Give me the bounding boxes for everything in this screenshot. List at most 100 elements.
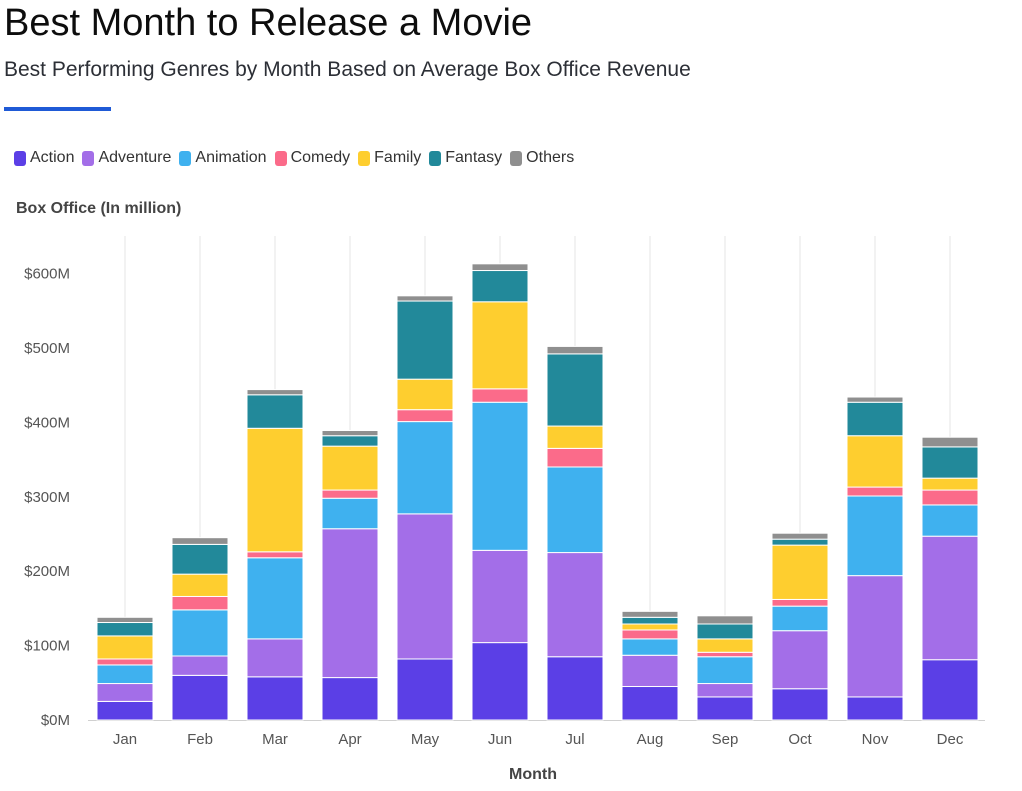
bar-fantasy-may bbox=[396, 300, 454, 380]
y-tick-label: $400M bbox=[24, 414, 70, 431]
bar-others-nov bbox=[846, 396, 904, 403]
x-tick-label: Aug bbox=[637, 731, 664, 748]
legend-swatch bbox=[510, 150, 523, 166]
bar-animation-may bbox=[396, 421, 454, 515]
bar-others-jun bbox=[471, 263, 529, 272]
legend-item-adventure[interactable]: Adventure bbox=[82, 149, 171, 167]
page-subtitle: Best Performing Genres by Month Based on… bbox=[4, 58, 691, 81]
bar-others-dec bbox=[921, 436, 979, 448]
x-tick-label: Jun bbox=[488, 731, 512, 748]
bar-adventure-sep bbox=[696, 683, 754, 698]
bar-others-jul bbox=[546, 345, 604, 355]
bar-comedy-dec bbox=[921, 489, 979, 506]
legend-label: Comedy bbox=[290, 149, 351, 166]
legend-item-fantasy[interactable]: Fantasy bbox=[429, 149, 502, 167]
bar-adventure-jul bbox=[546, 552, 604, 658]
bar-fantasy-dec bbox=[921, 446, 979, 479]
legend-label: Family bbox=[374, 149, 422, 166]
bar-comedy-nov bbox=[846, 486, 904, 497]
bar-others-oct bbox=[771, 532, 829, 540]
bar-comedy-jul bbox=[546, 447, 604, 468]
legend-item-others[interactable]: Others bbox=[510, 149, 574, 167]
x-tick-label: Mar bbox=[262, 731, 288, 748]
bar-family-nov bbox=[846, 435, 904, 488]
bar-animation-aug bbox=[621, 638, 679, 656]
bar-action-may bbox=[396, 658, 454, 721]
bar-others-aug bbox=[621, 610, 679, 618]
bar-fantasy-jan bbox=[96, 622, 154, 637]
bar-fantasy-mar bbox=[246, 394, 304, 429]
bar-others-sep bbox=[696, 615, 754, 625]
bar-comedy-may bbox=[396, 409, 454, 423]
legend-label: Adventure bbox=[98, 149, 172, 166]
bar-animation-dec bbox=[921, 504, 979, 537]
bar-others-jan bbox=[96, 616, 154, 624]
bar-others-may bbox=[396, 295, 454, 302]
legend-label: Fantasy bbox=[445, 149, 503, 166]
bar-action-jul bbox=[546, 656, 604, 721]
bar-action-jan bbox=[96, 700, 154, 721]
bar-family-mar bbox=[246, 427, 304, 553]
y-tick-label: $100M bbox=[24, 638, 70, 655]
y-tick-label: $200M bbox=[24, 563, 70, 580]
title-accent-bar bbox=[4, 107, 111, 111]
bar-comedy-oct bbox=[771, 598, 829, 607]
bar-family-may bbox=[396, 378, 454, 411]
bar-family-jan bbox=[96, 635, 154, 660]
bar-family-sep bbox=[696, 638, 754, 653]
y-tick-label: $600M bbox=[24, 266, 70, 283]
legend-swatch bbox=[14, 150, 26, 166]
legend-label: Others bbox=[526, 149, 575, 166]
y-tick-label: $300M bbox=[24, 489, 70, 506]
bar-fantasy-aug bbox=[621, 616, 679, 625]
bar-adventure-apr bbox=[321, 528, 379, 679]
bar-action-sep bbox=[696, 696, 754, 721]
legend-swatch bbox=[82, 150, 95, 166]
legend-item-animation[interactable]: Animation bbox=[179, 149, 267, 167]
bar-adventure-may bbox=[396, 513, 454, 660]
bar-animation-oct bbox=[771, 605, 829, 632]
bar-family-jun bbox=[471, 301, 529, 390]
x-tick-label: Apr bbox=[338, 731, 361, 748]
bar-action-apr bbox=[321, 677, 379, 721]
bar-fantasy-feb bbox=[171, 543, 229, 575]
legend-swatch bbox=[358, 150, 371, 166]
bar-action-nov bbox=[846, 696, 904, 721]
bar-family-apr bbox=[321, 445, 379, 491]
y-axis-title: Box Office (In million) bbox=[16, 200, 182, 217]
y-tick-label: $0M bbox=[41, 712, 70, 729]
bar-fantasy-jul bbox=[546, 353, 604, 427]
bar-action-jun bbox=[471, 642, 529, 721]
legend-item-action[interactable]: Action bbox=[14, 149, 74, 167]
bar-fantasy-oct bbox=[771, 538, 829, 546]
bar-adventure-nov bbox=[846, 575, 904, 698]
bar-animation-feb bbox=[171, 609, 229, 657]
bar-animation-jan bbox=[96, 664, 154, 685]
bar-comedy-mar bbox=[246, 551, 304, 559]
legend-swatch bbox=[179, 150, 192, 166]
x-tick-label: Nov bbox=[862, 731, 889, 748]
bar-adventure-jan bbox=[96, 683, 154, 702]
bar-animation-nov bbox=[846, 495, 904, 577]
legend-swatch bbox=[274, 150, 287, 166]
x-tick-label: Jul bbox=[565, 731, 584, 748]
bar-family-aug bbox=[621, 623, 679, 631]
legend-item-family[interactable]: Family bbox=[358, 149, 421, 167]
x-axis-title: Month bbox=[509, 766, 557, 783]
bar-family-jul bbox=[546, 425, 604, 449]
legend-item-comedy[interactable]: Comedy bbox=[274, 149, 351, 167]
bar-action-dec bbox=[921, 659, 979, 721]
x-tick-label: Feb bbox=[187, 731, 213, 748]
bar-action-oct bbox=[771, 688, 829, 721]
bar-animation-mar bbox=[246, 557, 304, 640]
bar-adventure-mar bbox=[246, 638, 304, 678]
bar-adventure-oct bbox=[771, 630, 829, 690]
bar-action-feb bbox=[171, 674, 229, 721]
bar-animation-jun bbox=[471, 401, 529, 551]
bar-comedy-sep bbox=[696, 651, 754, 658]
bar-fantasy-nov bbox=[846, 401, 904, 437]
bar-others-apr bbox=[321, 430, 379, 437]
x-tick-label: Sep bbox=[712, 731, 739, 748]
bar-comedy-feb bbox=[171, 595, 229, 611]
page-title: Best Month to Release a Movie bbox=[4, 2, 533, 44]
